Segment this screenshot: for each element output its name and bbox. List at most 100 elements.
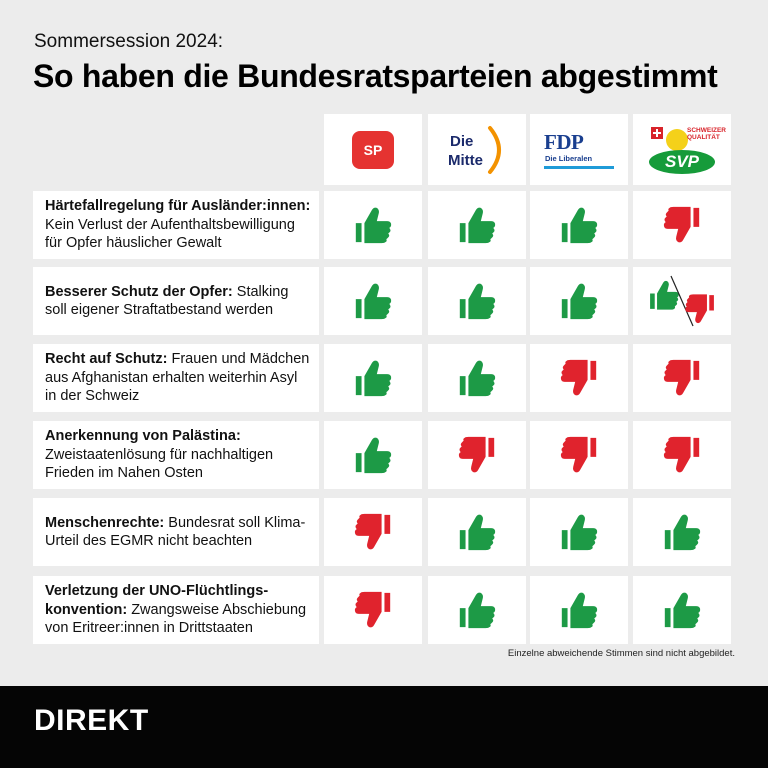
- svp-logo-tagline: SCHWEIZER QUALITÄT: [687, 126, 726, 141]
- table-row: Verletzung der UNO-Flüchtlings-konventio…: [33, 576, 735, 644]
- thumbs-up-icon: [561, 283, 598, 320]
- thumbs-up-icon: [650, 280, 679, 310]
- thumbs-up-icon: [355, 360, 392, 397]
- vote-cell: [530, 421, 628, 489]
- vote-cell: [428, 267, 526, 335]
- row-text: Zwangsweise Abschiebung von Eritreer:inn…: [45, 601, 307, 637]
- mitte-logo-line1: Die: [450, 132, 474, 150]
- mitte-arc-icon: [488, 125, 501, 174]
- vote-cell: [428, 344, 526, 412]
- brand-logo: DIREKT: [34, 704, 149, 737]
- row-label: Menschenrechte: Bundesrat soll Klima-Urt…: [33, 498, 319, 566]
- row-label: Verletzung der UNO-Flüchtlings-konventio…: [33, 576, 319, 644]
- vote-cell: [633, 267, 731, 335]
- mitte-logo: Die Mitte: [444, 125, 510, 175]
- row-description: Härtefallregelung für Ausländer:innen: K…: [45, 197, 311, 253]
- vote-cell: [428, 576, 526, 644]
- thumbs-up-icon: [355, 207, 392, 244]
- thumbs-down-icon: [458, 436, 495, 473]
- sun-icon: [666, 128, 688, 151]
- thumbs-up-icon: [355, 283, 392, 320]
- vote-cell: [530, 344, 628, 412]
- table-row: Anerkennung von Palästina: Zweistaatenlö…: [33, 421, 735, 489]
- vote-cell: [428, 191, 526, 259]
- party-header-sp: SP: [324, 114, 422, 185]
- row-title: Härtefallregelung für Ausländer:innen:: [45, 198, 311, 215]
- row-text: Frauen und Mädchen aus Afghanistan erhal…: [45, 351, 310, 405]
- row-text: Zweistaatenlösung für nachhaltigen Fried…: [45, 446, 274, 482]
- vote-cell: [428, 498, 526, 566]
- thumbs-up-icon: [664, 514, 701, 551]
- fdp-logo-bar: [544, 165, 614, 169]
- row-title: Menschenrechte:: [45, 514, 165, 531]
- divider-slash-icon: [670, 275, 694, 327]
- vote-cell: [530, 498, 628, 566]
- split-vote: [637, 272, 727, 330]
- svp-logo: SCHWEIZER QUALITÄT SVP: [645, 123, 726, 177]
- row-description: Besserer Schutz der Opfer: Stalking soll…: [45, 283, 311, 320]
- vote-cell: [530, 191, 628, 259]
- vote-cell: [633, 576, 731, 644]
- party-header-mitte: Die Mitte: [428, 114, 526, 185]
- footnote: Einzelne abweichende Stimmen sind nicht …: [507, 648, 735, 659]
- thumbs-down-icon: [354, 513, 391, 550]
- thumbs-down-icon: [663, 359, 700, 396]
- footer: DIREKT: [0, 686, 768, 768]
- row-text: Bundesrat soll Klima-Urteil des EGMR nic…: [45, 514, 306, 550]
- row-description: Verletzung der UNO-Flüchtlings-konventio…: [45, 582, 311, 638]
- vote-cell: [324, 267, 422, 335]
- thumbs-up-icon: [459, 360, 496, 397]
- thumbs-down-icon: [560, 359, 597, 396]
- row-label: Recht auf Schutz: Frauen und Mädchen aus…: [33, 344, 319, 412]
- vote-cell: [324, 344, 422, 412]
- thumbs-up-icon: [459, 514, 496, 551]
- vote-cell: [324, 421, 422, 489]
- table-row: Recht auf Schutz: Frauen und Mädchen aus…: [33, 344, 735, 412]
- table-row: Besserer Schutz der Opfer: Stalking soll…: [33, 267, 735, 335]
- row-title: Anerkennung von Palästina:: [45, 428, 241, 445]
- thumbs-up-icon: [459, 283, 496, 320]
- thumbs-up-icon: [561, 514, 598, 551]
- thumbs-down-icon: [663, 436, 700, 473]
- vote-cell: [633, 344, 731, 412]
- thumbs-down-icon: [663, 206, 700, 243]
- kicker: Sommersession 2024:: [34, 31, 224, 52]
- fdp-logo-subtitle: Die Liberalen: [545, 153, 593, 163]
- svp-logo-text: SVP: [649, 149, 715, 174]
- vote-cell: [324, 191, 422, 259]
- vote-cell: [633, 191, 731, 259]
- thumbs-up-icon: [459, 207, 496, 244]
- thumbs-up-icon: [664, 592, 701, 629]
- thumbs-down-icon: [685, 294, 714, 324]
- mitte-logo-line2: Mitte: [448, 151, 483, 169]
- vote-cell: [530, 267, 628, 335]
- row-title: Besserer Schutz der Opfer:: [45, 283, 233, 300]
- row-label: Härtefallregelung für Ausländer:innen: K…: [33, 191, 319, 259]
- vote-cell: [530, 576, 628, 644]
- party-header-svp: SCHWEIZER QUALITÄT SVP: [633, 114, 731, 185]
- row-text: Stalking soll eigener Straftatbestand we…: [45, 283, 289, 319]
- thumbs-up-icon: [459, 592, 496, 629]
- thumbs-up-icon: [561, 207, 598, 244]
- table-row: Menschenrechte: Bundesrat soll Klima-Urt…: [33, 498, 735, 566]
- vote-cell: [324, 498, 422, 566]
- vote-cell: [633, 498, 731, 566]
- vote-cell: [633, 421, 731, 489]
- swiss-flag-icon: [651, 126, 663, 139]
- thumbs-up-icon: [561, 592, 598, 629]
- thumbs-down-icon: [560, 436, 597, 473]
- row-description: Menschenrechte: Bundesrat soll Klima-Urt…: [45, 514, 311, 551]
- row-title: Verletzung der UNO-Flüchtlings-konventio…: [45, 583, 269, 618]
- row-description: Recht auf Schutz: Frauen und Mädchen aus…: [45, 350, 311, 406]
- vote-cell: [324, 576, 422, 644]
- row-text: Kein Verlust der Aufenthaltsbewilligung …: [45, 216, 295, 252]
- page-title: So haben die Bundesratsparteien abgestim…: [33, 58, 718, 94]
- row-label: Anerkennung von Palästina: Zweistaatenlö…: [33, 421, 319, 489]
- row-title: Recht auf Schutz:: [45, 351, 168, 368]
- row-description: Anerkennung von Palästina: Zweistaatenlö…: [45, 427, 311, 483]
- sp-logo: SP: [352, 130, 394, 169]
- sp-logo-text: SP: [363, 141, 383, 158]
- fdp-logo-text: FDP: [544, 129, 584, 154]
- row-label: Besserer Schutz der Opfer: Stalking soll…: [33, 267, 319, 335]
- vote-cell: [428, 421, 526, 489]
